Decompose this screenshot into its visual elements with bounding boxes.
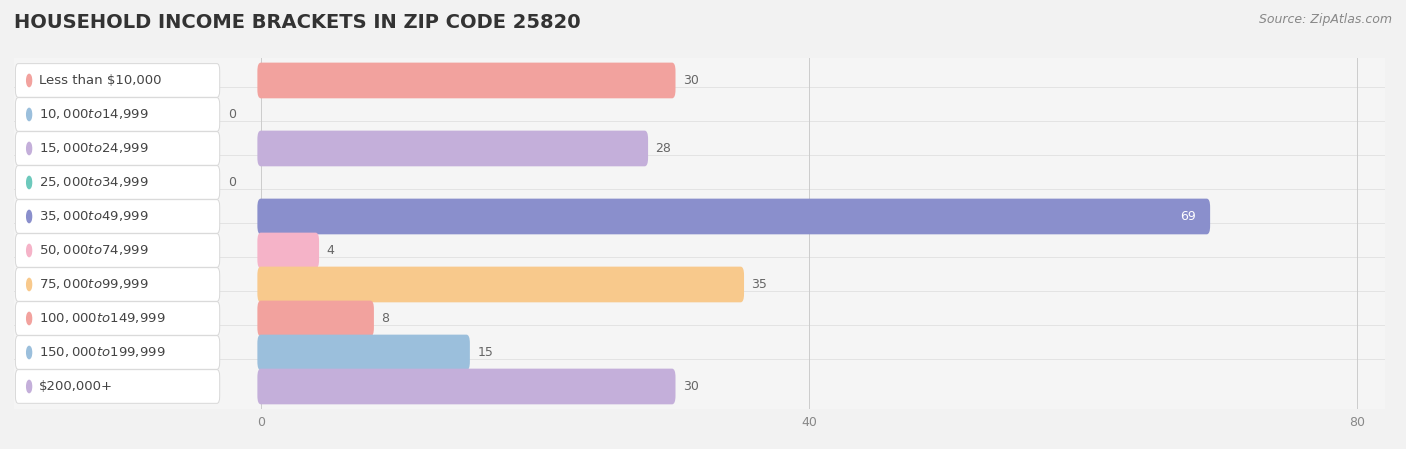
Circle shape [27,278,31,291]
Text: $10,000 to $14,999: $10,000 to $14,999 [39,107,149,122]
Circle shape [27,380,31,392]
FancyBboxPatch shape [15,97,219,131]
Text: $25,000 to $34,999: $25,000 to $34,999 [39,176,149,189]
FancyBboxPatch shape [15,233,219,267]
Text: Source: ZipAtlas.com: Source: ZipAtlas.com [1258,13,1392,26]
FancyBboxPatch shape [10,360,1389,414]
Text: $35,000 to $49,999: $35,000 to $49,999 [39,210,149,224]
Circle shape [27,244,31,256]
Circle shape [27,346,31,359]
Circle shape [27,142,31,154]
Text: $15,000 to $24,999: $15,000 to $24,999 [39,141,149,155]
FancyBboxPatch shape [10,121,1389,176]
Text: $75,000 to $99,999: $75,000 to $99,999 [39,277,149,291]
FancyBboxPatch shape [15,370,219,403]
FancyBboxPatch shape [15,64,219,97]
Text: HOUSEHOLD INCOME BRACKETS IN ZIP CODE 25820: HOUSEHOLD INCOME BRACKETS IN ZIP CODE 25… [14,13,581,32]
FancyBboxPatch shape [15,268,219,301]
FancyBboxPatch shape [10,326,1389,379]
Text: 8: 8 [381,312,389,325]
FancyBboxPatch shape [10,257,1389,312]
Circle shape [27,75,31,87]
FancyBboxPatch shape [10,155,1389,210]
FancyBboxPatch shape [15,336,219,370]
FancyBboxPatch shape [257,369,675,405]
Text: $200,000+: $200,000+ [39,380,112,393]
Text: $150,000 to $199,999: $150,000 to $199,999 [39,345,166,360]
Circle shape [27,313,31,325]
Circle shape [27,176,31,189]
FancyBboxPatch shape [15,302,219,335]
Text: $50,000 to $74,999: $50,000 to $74,999 [39,243,149,257]
Text: 30: 30 [683,74,699,87]
Text: 0: 0 [228,176,236,189]
Text: 4: 4 [326,244,335,257]
Circle shape [27,108,31,121]
Text: Less than $10,000: Less than $10,000 [39,74,162,87]
FancyBboxPatch shape [10,53,1389,107]
FancyBboxPatch shape [257,198,1211,234]
FancyBboxPatch shape [10,189,1389,243]
Text: $100,000 to $149,999: $100,000 to $149,999 [39,312,166,326]
FancyBboxPatch shape [15,132,219,165]
FancyBboxPatch shape [257,233,319,269]
FancyBboxPatch shape [257,301,374,336]
Text: 69: 69 [1180,210,1195,223]
FancyBboxPatch shape [257,267,744,302]
Text: 15: 15 [478,346,494,359]
FancyBboxPatch shape [10,88,1389,141]
FancyBboxPatch shape [257,335,470,370]
Text: 28: 28 [655,142,672,155]
Text: 30: 30 [683,380,699,393]
Circle shape [27,211,31,223]
FancyBboxPatch shape [257,62,675,98]
Text: 35: 35 [752,278,768,291]
FancyBboxPatch shape [257,131,648,166]
FancyBboxPatch shape [15,200,219,233]
FancyBboxPatch shape [10,291,1389,346]
Text: 0: 0 [228,108,236,121]
FancyBboxPatch shape [15,166,219,199]
FancyBboxPatch shape [10,224,1389,277]
